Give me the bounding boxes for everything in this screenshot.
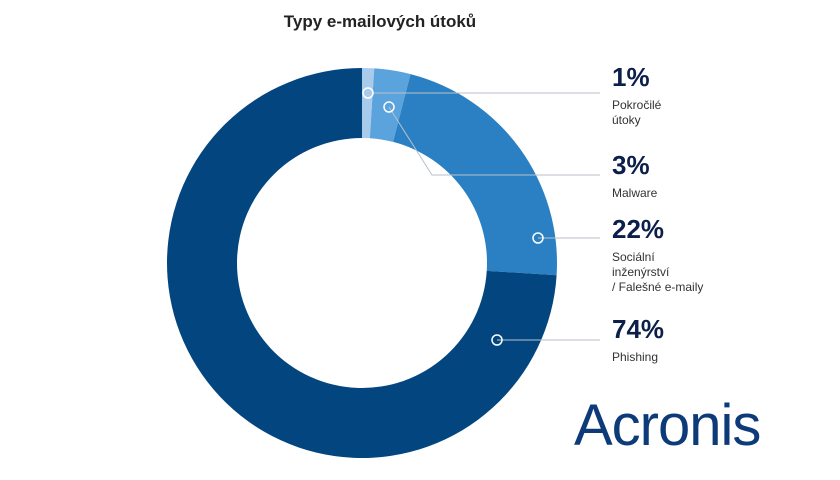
category-label: Phishing xyxy=(612,350,659,364)
leader-line xyxy=(388,106,600,176)
donut-segment xyxy=(362,68,375,139)
donut-segment xyxy=(369,68,411,142)
donut-segment xyxy=(167,68,557,459)
leader-dot xyxy=(491,334,503,346)
category-label: Malware xyxy=(612,186,658,200)
value-label: 3% xyxy=(612,150,650,180)
leader-dot xyxy=(362,87,374,99)
category-label: Sociální inženýrství / Falešné e-maily xyxy=(612,250,704,294)
value-label: 74% xyxy=(612,314,665,344)
value-label: 22% xyxy=(612,214,665,244)
leader-dot xyxy=(383,101,395,113)
leader-dot xyxy=(532,232,544,244)
value-label: 1% xyxy=(612,62,650,92)
category-label: Pokročilé útoky xyxy=(612,98,662,127)
logo: Acronis xyxy=(574,393,761,458)
chart-title: Typy e-mailových útoků xyxy=(283,12,477,31)
